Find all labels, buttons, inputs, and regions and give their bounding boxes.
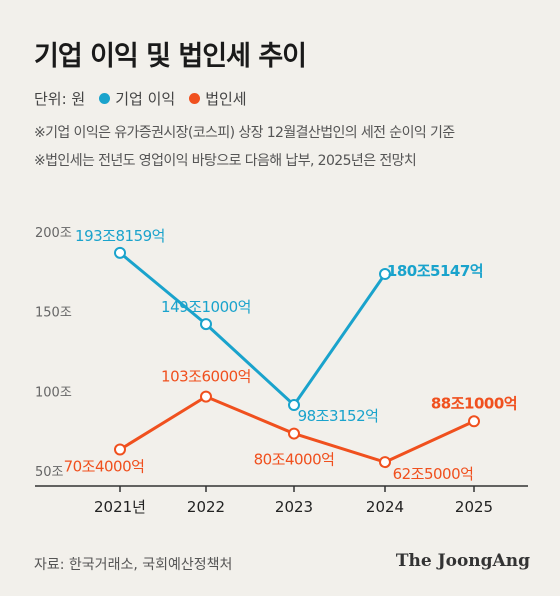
tax-point [200,390,212,403]
profit-data-label: 98조3152억 [298,407,379,425]
profit-data-label: 149조1000억 [161,298,251,316]
y-tick-label: 100조 [35,385,72,400]
profit-point [288,399,300,412]
note-tax-basis: ※법인세는 전년도 영업이익 바탕으로 다음해 납부, 2025년은 전망치 [34,153,417,169]
tax-data-label: 62조5000억 [393,465,474,483]
legend-label-tax: 법인세 [205,90,247,108]
tax-point [468,415,480,428]
profit-data-label: 193조8159억 [75,227,165,245]
profit-point [379,268,391,281]
y-tick-label: 200조 [35,226,72,241]
tax-point [288,427,300,440]
tax-data-label: 103조6000억 [161,368,251,386]
tax-data-label: 88조1000억 [431,394,517,412]
legend-label-profit: 기업 이익 [115,90,176,108]
profit-series-line [119,251,387,407]
legend-item-profit: 기업 이익 [99,88,175,109]
profit-data-label: 180조5147억 [387,262,483,280]
profit-point [114,246,126,259]
chart-title: 기업 이익 및 법인세 추이 [34,41,307,72]
note-profit-basis: ※기업 이익은 유가증권시장(코스피) 상장 12월결산법인의 세전 순이익 기… [34,125,455,141]
x-tick-label: 2022 [187,498,225,516]
legend-dot-profit-icon [99,93,111,104]
tax-point [379,456,391,469]
x-tick-label: 2021년 [94,498,146,516]
tax-data-label: 80조4000억 [254,451,335,469]
tax-data-label: 70조4000억 [64,457,145,475]
y-tick-label: 150조 [35,306,72,321]
x-tick-label: 2024 [366,498,404,516]
x-tick-label: 2025 [455,498,493,516]
legend-dot-tax-icon [189,93,201,104]
legend-item-tax: 법인세 [189,88,247,109]
profit-point [200,318,212,331]
brand-logo: The JoongAng [395,551,530,571]
x-tick-label: 2023 [275,498,313,516]
tax-point [114,443,126,456]
y-tick-label: 50조 [35,465,64,480]
unit-label: 단위: 원 [34,90,86,108]
source-note: 자료: 한국거래소, 국회예산정책처 [34,557,233,573]
legend: 단위: 원 기업 이익 법인세 [34,88,247,109]
